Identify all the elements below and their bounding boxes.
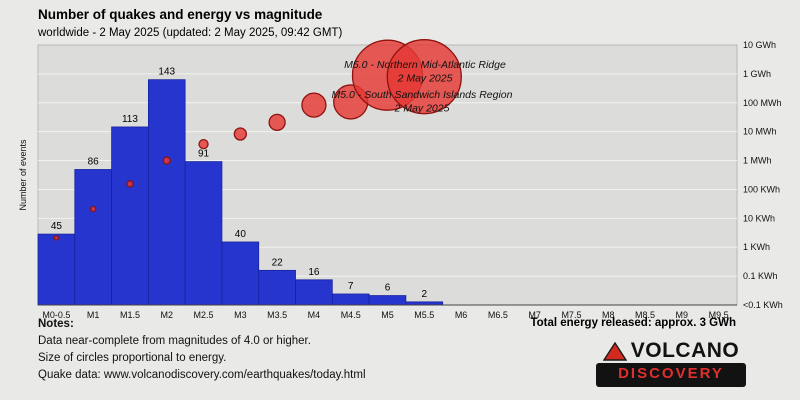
energy-circle <box>198 138 209 150</box>
annotation-text: M5.0 - Northern Mid-Atlantic Ridge <box>344 59 506 71</box>
right-axis-tick-label: 100 MWh <box>743 98 782 108</box>
logo-discovery-text: DISCOVERY <box>618 365 724 382</box>
logo-top-row: VOLCANO <box>596 340 746 361</box>
chart-annotations: M5.0 - Northern Mid-Atlantic Ridge 2 May … <box>332 59 513 115</box>
right-axis-tick-label: 0.1 KWh <box>743 271 778 281</box>
bar-value-label: 91 <box>198 149 210 160</box>
x-axis-tick-label: M3 <box>234 310 247 320</box>
volcano-discovery-logo[interactable]: VOLCANO DISCOVERY <box>596 340 746 387</box>
right-axis-tick-label: 10 MWh <box>743 127 777 137</box>
energy-circle <box>162 156 171 165</box>
x-axis-tick-label: M8.5 <box>635 310 655 320</box>
right-axis-tick-label: 1 GWh <box>743 69 771 79</box>
notes-line-2: Size of circles proportional to energy. <box>38 352 227 364</box>
bar <box>258 269 296 306</box>
bar <box>184 161 223 306</box>
bar <box>37 233 76 306</box>
x-axis-tick-label: M6.5 <box>488 310 508 320</box>
bar-value-label: 7 <box>348 281 354 292</box>
bar <box>368 295 407 306</box>
x-axis-tick-label: M7.5 <box>561 310 581 320</box>
right-axis-tick-label: 1 MWh <box>743 156 772 166</box>
energy-circles <box>53 39 462 241</box>
annotation-text: M5.0 - South Sandwich Islands Region <box>332 89 513 101</box>
x-axis-tick-label: M2 <box>161 310 174 320</box>
notes-block: Notes: Data near-complete from magnitude… <box>38 316 366 384</box>
bar-value-label: 86 <box>88 156 100 167</box>
volcano-triangle-icon <box>602 342 627 361</box>
bar-value-label: 113 <box>122 114 138 125</box>
energy-circle <box>126 180 134 188</box>
energy-circle <box>301 92 327 118</box>
x-axis-tick-label: M1 <box>87 310 100 320</box>
bar <box>74 169 112 306</box>
x-axis-tick-label: M5.5 <box>414 310 434 320</box>
logo-volcano-text: VOLCANO <box>630 339 740 362</box>
right-axis-labels: 10 GWh 1 GWh 100 MWh 10 MWh 1 MWh 100 KWh 10 K… <box>743 40 783 310</box>
bar <box>111 126 149 306</box>
energy-circle <box>233 127 247 141</box>
bar-value-label: 16 <box>308 267 320 278</box>
x-axis-tick-label: M4 <box>308 310 321 320</box>
x-axis-tick-label: M5 <box>381 310 394 320</box>
page-title: Number of quakes and energy vs magnitude <box>38 7 323 22</box>
bar <box>331 293 370 306</box>
bars <box>37 79 444 306</box>
x-axis-tick-label: M1.5 <box>120 310 140 320</box>
bar-value-label: 6 <box>385 283 391 294</box>
right-axis-tick-label: 10 KWh <box>743 213 775 223</box>
bar <box>295 279 333 306</box>
x-axis-tick-label: M9 <box>676 310 689 320</box>
page-subtitle: worldwide - 2 May 2025 (updated: 2 May 2… <box>38 27 343 39</box>
x-axis-tick-label: M6 <box>455 310 468 320</box>
bar-value-label: 2 <box>422 289 428 300</box>
right-axis-tick-label: 10 GWh <box>743 40 776 50</box>
notes-line-3: Quake data: www.volcanodiscovery.com/ear… <box>38 367 366 384</box>
x-axis-tick-label: M3.5 <box>267 310 287 320</box>
right-axis-tick-label: 100 KWh <box>743 184 780 194</box>
bar <box>221 241 260 306</box>
right-axis-tick-label: 1 KWh <box>743 242 770 252</box>
x-axis-tick-label: M4.5 <box>341 310 361 320</box>
x-axis-tick-label: M9.5 <box>709 310 729 320</box>
energy-circle <box>53 235 60 241</box>
x-axis-tick-label: M2.5 <box>194 310 214 320</box>
logo-discovery-bar: DISCOVERY <box>596 363 746 387</box>
quake-data-label: Quake data: <box>38 369 104 381</box>
energy-circle <box>90 205 97 213</box>
right-axis-tick-label: <0.1 KWh <box>743 300 783 310</box>
x-axis-tick-label: M0-0.5 <box>42 310 70 320</box>
quake-data-link[interactable]: www.volcanodiscovery.com/earthquakes/tod… <box>103 369 366 381</box>
x-axis-labels: M0-0.5 M1 M1.5 M2 M2.5 M3 M3.5 M4 M4.5 M5 M5.5 M6 M6… <box>42 310 728 320</box>
energy-circle <box>386 39 462 115</box>
x-axis-tick-label: M7 <box>528 310 541 320</box>
x-axis-tick-label: M8 <box>602 310 615 320</box>
bar-value-label: 143 <box>158 67 175 78</box>
bar-value-labels: 45 86 113 143 91 40 22 16 7 6 2 <box>51 67 428 300</box>
annotation-text: 2 May 2025 <box>394 103 450 115</box>
energy-circle <box>268 113 286 132</box>
notes-line-1: Data near-complete from magnitudes of 4.… <box>38 335 311 347</box>
bar-value-label: 40 <box>235 229 247 240</box>
annotation-text: 2 May 2025 <box>397 73 453 85</box>
bar <box>147 79 186 306</box>
bar-value-label: 45 <box>51 221 63 232</box>
total-energy-label: Total energy released: approx. 3 GWh <box>530 317 736 329</box>
y-axis-title: Number of events <box>18 139 28 211</box>
bar-value-label: 22 <box>272 257 284 268</box>
notes-heading: Notes: <box>38 318 74 330</box>
